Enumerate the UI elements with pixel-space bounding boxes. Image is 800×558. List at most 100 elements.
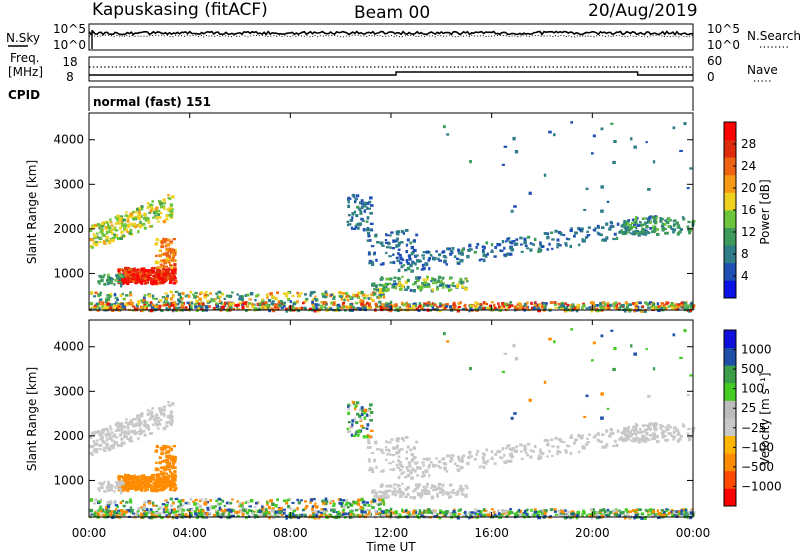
power-cell [151, 200, 153, 203]
velocity-cell [458, 513, 461, 515]
velocity-cell [527, 443, 530, 446]
power-cell [401, 302, 403, 305]
power-cell [664, 233, 667, 235]
velocity-cell [371, 506, 374, 509]
velocity-cell [456, 492, 459, 495]
power-cell [178, 300, 181, 303]
power-cell [163, 273, 166, 276]
power-cell [445, 305, 448, 308]
power-cell [116, 215, 119, 217]
power-cell [399, 254, 402, 257]
velocity-cell [105, 506, 107, 509]
velocity-cell [158, 484, 161, 486]
power-cell [312, 306, 315, 309]
velocity-cell [493, 511, 495, 514]
power-cell [386, 246, 389, 248]
velocity-cell [398, 456, 401, 458]
power-cell [641, 228, 645, 230]
power-cell [381, 245, 385, 247]
velocity-cell [389, 490, 392, 492]
velocity-cell [261, 513, 264, 516]
velocity-cell [635, 509, 638, 511]
velocity-cell [144, 513, 146, 516]
velocity-cell [170, 421, 174, 424]
velocity-cell [679, 357, 683, 359]
power-cell [522, 307, 524, 310]
power-cell [442, 277, 445, 280]
velocity-cell [432, 485, 435, 488]
velocity-cell [585, 443, 588, 446]
power-cell [363, 228, 366, 231]
power-cell [245, 309, 248, 312]
velocity-cell [178, 500, 181, 503]
power-cell [521, 251, 524, 253]
velocity-cell [513, 412, 517, 415]
velocity-cell [461, 493, 464, 495]
power-cell [567, 304, 570, 306]
velocity-cell [164, 500, 167, 502]
velocity-cell [171, 473, 173, 476]
power-cell [616, 306, 619, 309]
velocity-cell [366, 436, 369, 438]
power-cell [112, 227, 115, 229]
velocity-cell [360, 510, 363, 513]
power-cell [173, 249, 176, 252]
power-cell [347, 224, 349, 226]
power-cell [628, 219, 630, 221]
power-cell [405, 250, 408, 253]
velocity-cell [109, 484, 112, 487]
power-cell [161, 242, 164, 244]
velocity-cell [144, 489, 147, 492]
velocity-cell [396, 440, 400, 442]
power-cell [668, 218, 671, 220]
velocity-cell [440, 490, 444, 493]
velocity-cell [95, 450, 99, 453]
power-cell [103, 240, 105, 243]
velocity-cell [152, 424, 154, 426]
velocity-cell [389, 453, 391, 455]
velocity-cell [166, 461, 169, 464]
velocity-cell [163, 508, 165, 510]
velocity-cell [644, 430, 647, 433]
power-cell [613, 140, 616, 143]
velocity-cell [304, 507, 307, 509]
velocity-cell [523, 448, 526, 451]
power-cell [534, 304, 537, 307]
power-cell [494, 255, 497, 258]
velocity-cell [348, 421, 351, 423]
power-cell [209, 292, 212, 295]
velocity-cell [515, 449, 519, 452]
velocity-cell [556, 453, 559, 455]
velocity-cell [165, 511, 169, 513]
velocity-cell [123, 513, 125, 515]
power-cell [442, 250, 445, 253]
power-cell [446, 133, 449, 135]
velocity-cell [392, 454, 395, 456]
power-cell [525, 306, 528, 309]
velocity-cell [205, 498, 208, 500]
velocity-cell [550, 439, 553, 441]
power-cell [347, 197, 350, 199]
power-cell [355, 294, 358, 297]
power-cell [159, 249, 162, 252]
velocity-cell [296, 499, 299, 501]
velocity-cell [571, 513, 573, 515]
power-cell [111, 239, 114, 242]
power-cell [149, 270, 152, 273]
power-cell [561, 303, 565, 306]
power-cell [389, 278, 392, 281]
velocity-cell [283, 499, 286, 502]
velocity-cell [372, 490, 374, 492]
power-cell [555, 307, 558, 309]
power-cell [412, 262, 415, 265]
power-cell [476, 306, 479, 308]
velocity-cell [116, 422, 119, 424]
power-cell [416, 267, 419, 270]
power-cell [372, 283, 374, 285]
velocity-cell [412, 469, 415, 472]
power-cell [523, 241, 526, 244]
velocity-cell [113, 490, 115, 493]
power-cell [160, 264, 163, 266]
power-cell [170, 251, 173, 254]
